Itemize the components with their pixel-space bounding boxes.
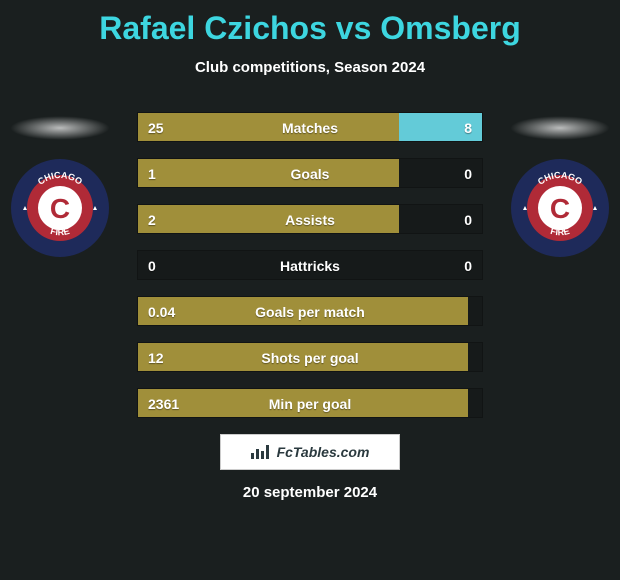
stat-label: Assists [138, 205, 482, 234]
source-logo: FcTables.com [220, 434, 400, 470]
right-shadow [510, 116, 610, 140]
right-value: 0 [464, 251, 472, 280]
stat-row: 12Shots per goal [137, 342, 483, 372]
stat-row: 0Hattricks0 [137, 250, 483, 280]
subtitle: Club competitions, Season 2024 [0, 59, 620, 76]
stat-label: Matches [138, 113, 482, 142]
right-value: 0 [464, 205, 472, 234]
stat-label: Shots per goal [138, 343, 482, 372]
svg-text:FIRE: FIRE [549, 226, 570, 237]
stat-row: 2361Min per goal [137, 388, 483, 418]
stat-row: 25Matches8 [137, 112, 483, 142]
right-value: 8 [464, 113, 472, 142]
club-badge-icon: C CHICAGO FIRE [10, 158, 110, 258]
club-badge-icon: C CHICAGO FIRE [510, 158, 610, 258]
source-logo-text: FcTables.com [277, 444, 370, 460]
bars-icon [251, 445, 271, 459]
stat-bars: 25Matches81Goals02Assists00Hattricks00.0… [137, 112, 483, 418]
right-club-badge: C CHICAGO FIRE [510, 158, 610, 258]
stat-row: 1Goals0 [137, 158, 483, 188]
page-title: Rafael Czichos vs Omsberg [0, 0, 620, 47]
stat-label: Min per goal [138, 389, 482, 418]
stat-label: Hattricks [138, 251, 482, 280]
comparison-panel: C CHICAGO FIRE C CHICAGO FIRE [0, 112, 620, 501]
stat-label: Goals per match [138, 297, 482, 326]
stat-row: 2Assists0 [137, 204, 483, 234]
svg-text:C: C [550, 193, 570, 224]
stat-row: 0.04Goals per match [137, 296, 483, 326]
left-club-badge: C CHICAGO FIRE [10, 158, 110, 258]
stat-label: Goals [138, 159, 482, 188]
svg-text:C: C [50, 193, 70, 224]
svg-text:FIRE: FIRE [49, 226, 70, 237]
date-label: 20 september 2024 [0, 484, 620, 501]
left-shadow [10, 116, 110, 140]
right-value: 0 [464, 159, 472, 188]
